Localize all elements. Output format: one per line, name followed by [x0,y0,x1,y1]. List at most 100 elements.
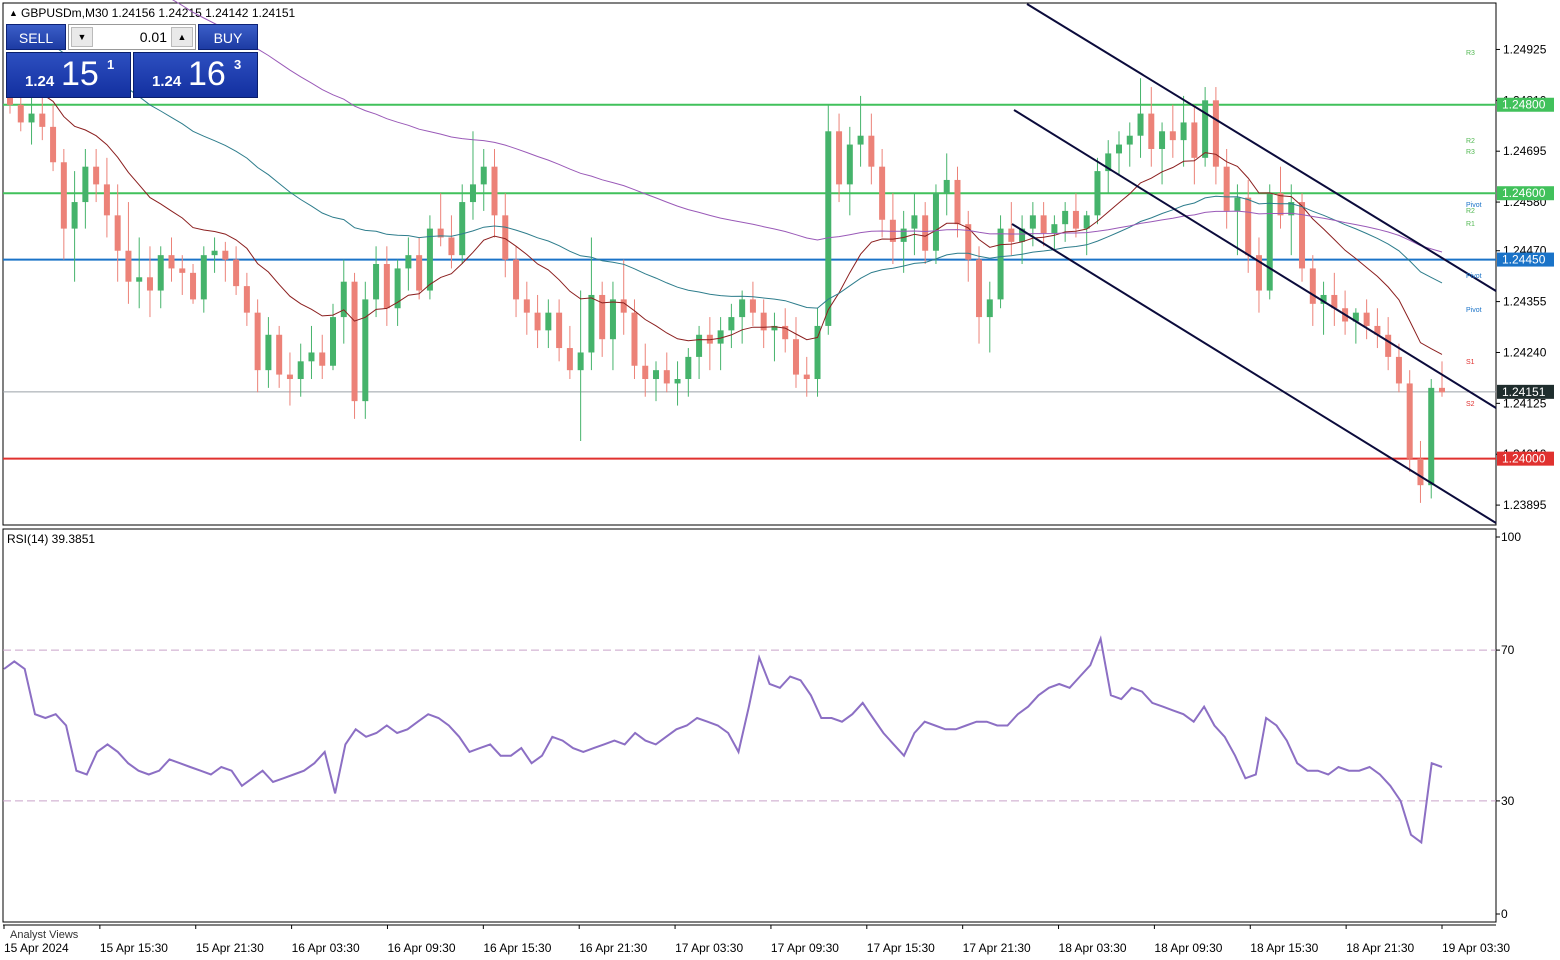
candle-body [1202,100,1209,158]
candle-body [17,104,24,123]
sell-button[interactable]: SELL [6,24,66,50]
level-price-label: 1.24450 [1502,253,1546,267]
candle-body [846,144,853,185]
channel-middle-line[interactable] [1013,109,1497,409]
buy-button[interactable]: BUY [198,24,258,50]
candle-body [308,352,315,362]
candle-body [1255,255,1262,291]
time-tick-label: 16 Apr 15:30 [483,941,551,955]
time-tick-label: 15 Apr 15:30 [100,941,168,955]
candle-body [297,361,304,380]
bid-price-prefix: 1.24 [25,73,55,90]
candle-body [1406,383,1413,459]
rsi-tick-label: 100 [1501,530,1521,544]
level-price-tag [1497,252,1554,267]
candle-body [577,352,584,371]
current-price-label: 1.24151 [1502,385,1546,399]
rsi-tick-label: 0 [1501,907,1508,921]
candle-body [502,215,509,260]
moving-average-medium [9,33,1443,309]
candle-body [1051,224,1058,234]
candle-body [566,348,573,371]
candle-body [39,113,46,127]
candle-body [1137,113,1144,136]
pivot-marker-label: S1 [1466,359,1475,366]
candle-body [1191,122,1198,158]
level-price-tag [1497,186,1554,201]
candle-body [1008,228,1015,242]
candle-body [254,312,261,371]
candle-body [200,255,207,300]
candle-body [911,215,918,229]
lot-size-input[interactable]: ▼ 0.01 ▲ [68,24,196,50]
pivot-marker-label: R3 [1466,50,1475,57]
candle-body [1040,215,1047,234]
candle-body [114,215,121,251]
candle-body [1320,294,1327,304]
pivot-marker-label: Pivot [1466,202,1482,209]
candle-body [545,312,552,331]
price-tick-label: 1.24355 [1503,295,1547,309]
descending-channel[interactable] [1011,3,1497,524]
ask-price-prefix: 1.24 [152,73,182,90]
candle-body [534,312,541,331]
candle-body [82,166,89,203]
candle-body [459,202,466,256]
candle-body [997,228,1004,300]
pivot-marker-label: Pivot [1466,307,1482,314]
candle-body [922,215,929,251]
time-tick-label: 17 Apr 15:30 [867,941,935,955]
time-tick-label: 18 Apr 15:30 [1250,941,1318,955]
pivot-marker-label: R2 [1466,208,1475,215]
channel-upper-line[interactable] [1026,3,1497,292]
lot-increase-icon[interactable]: ▲ [171,27,193,47]
candle-body [1428,387,1435,486]
candle-body [243,286,250,313]
candle-body [1439,387,1445,393]
candle-body [1352,312,1359,322]
level-price-label: 1.24800 [1502,98,1546,112]
candle-body [814,325,821,380]
candle-body [93,166,100,185]
candle-body [868,135,875,167]
candle-body [696,334,703,357]
pivot-marker-label: R2 [1466,138,1475,145]
candle-body [222,250,229,260]
channel-lower-line[interactable] [1011,223,1497,524]
candle-body [1331,294,1338,309]
candle-body [1299,202,1306,269]
candle-body [1148,113,1155,149]
price-tick-label: 1.23895 [1503,498,1547,512]
candle-body [491,166,498,216]
candle-body [146,277,153,291]
candle-body [233,259,240,287]
candle-body [1105,153,1112,172]
candle-body [1083,215,1090,229]
candle-body [1115,144,1122,154]
candle-body [1395,356,1402,384]
candle-body [190,272,197,300]
candle-body [1309,268,1316,304]
candle-body [330,317,337,366]
price-tick-label: 1.24695 [1503,144,1547,158]
candle-body [1072,210,1079,229]
candle-body [71,202,78,229]
candle-body [1180,122,1187,141]
candle-body [803,374,810,380]
bid-price-button[interactable]: 1.24 15 1 [6,52,131,98]
ask-price-button[interactable]: 1.24 16 3 [133,52,258,98]
candle-body [286,374,293,380]
symbol-info: GBPUSDm,M30 1.24156 1.24215 1.24142 1.24… [21,6,296,20]
lot-decrease-icon[interactable]: ▼ [71,27,93,47]
level-price-tag [1497,451,1554,466]
pivot-marker-label: S2 [1466,401,1475,408]
candle-body [609,299,616,340]
candle-body [394,268,401,309]
candle-body [663,370,670,384]
lot-size-value[interactable]: 0.01 [139,29,167,45]
price-tick-label: 1.24240 [1503,345,1547,359]
candle-body [653,370,660,380]
candle-body [373,264,380,300]
